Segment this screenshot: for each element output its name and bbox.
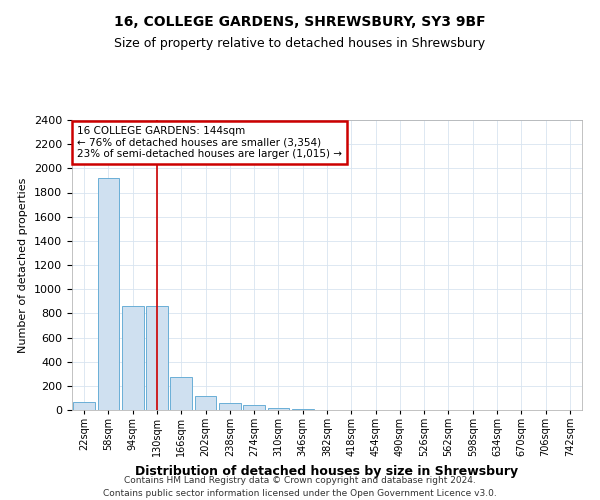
Bar	[268, 408, 289, 410]
Bar	[146, 306, 168, 410]
Text: 16, COLLEGE GARDENS, SHREWSBURY, SY3 9BF: 16, COLLEGE GARDENS, SHREWSBURY, SY3 9BF	[114, 15, 486, 29]
Bar	[243, 405, 265, 410]
Text: Size of property relative to detached houses in Shrewsbury: Size of property relative to detached ho…	[115, 38, 485, 51]
Text: Contains public sector information licensed under the Open Government Licence v3: Contains public sector information licen…	[103, 488, 497, 498]
Text: Contains HM Land Registry data © Crown copyright and database right 2024.: Contains HM Land Registry data © Crown c…	[124, 476, 476, 485]
Bar	[122, 306, 143, 410]
Bar	[73, 402, 95, 410]
X-axis label: Distribution of detached houses by size in Shrewsbury: Distribution of detached houses by size …	[136, 464, 518, 477]
Bar	[219, 403, 241, 410]
Bar	[97, 178, 119, 410]
Bar	[194, 396, 217, 410]
Bar	[170, 378, 192, 410]
Text: 16 COLLEGE GARDENS: 144sqm
← 76% of detached houses are smaller (3,354)
23% of s: 16 COLLEGE GARDENS: 144sqm ← 76% of deta…	[77, 126, 342, 159]
Y-axis label: Number of detached properties: Number of detached properties	[19, 178, 28, 352]
